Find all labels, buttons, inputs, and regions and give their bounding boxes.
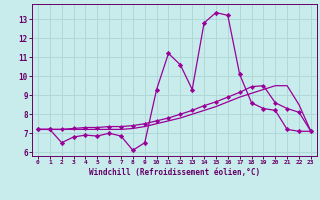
X-axis label: Windchill (Refroidissement éolien,°C): Windchill (Refroidissement éolien,°C) <box>89 168 260 177</box>
